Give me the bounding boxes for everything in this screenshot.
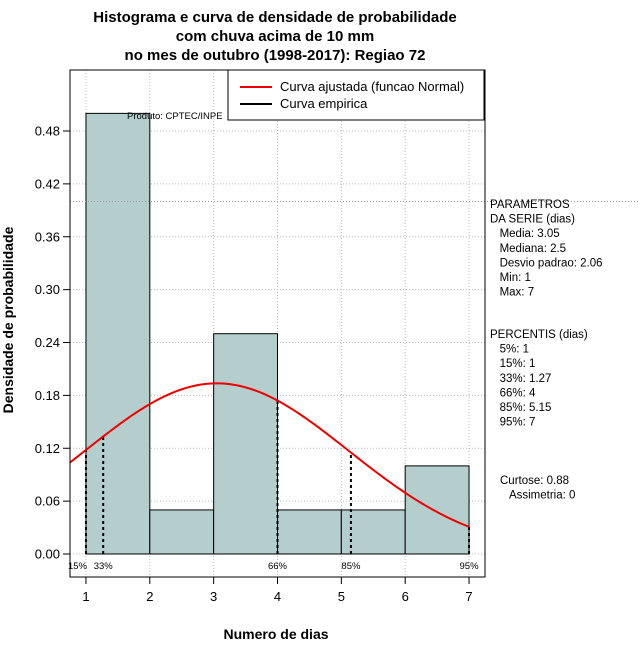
histogram-bar	[404, 465, 470, 555]
percentile-lines: 15% 33% 66% 85% 95%	[68, 400, 480, 572]
y-tick-label: 0.48	[35, 124, 60, 139]
percentile-label: 15%	[68, 561, 88, 572]
percentil-line: 66%: 4	[490, 387, 536, 399]
parametros-line: Max: 7	[490, 287, 534, 299]
shape-stat-line: Curtose: 0.88	[500, 475, 569, 487]
parametros-line: Mediana: 2.5	[490, 243, 566, 255]
y-tick-label: 0.24	[35, 335, 60, 350]
legend-label-empirical: Curva empirica	[280, 96, 368, 111]
percentil-line: 15%: 1	[490, 358, 535, 370]
x-tick-label: 4	[274, 589, 281, 604]
y-tick-label: 0.36	[35, 229, 60, 244]
histogram-bar	[213, 333, 278, 555]
legend-box	[227, 69, 485, 121]
y-tick-label: 0.30	[35, 282, 60, 297]
histogram-bar	[340, 509, 406, 555]
histogram-bar	[277, 509, 342, 555]
x-tick-label: 5	[338, 589, 345, 604]
histogram-bar	[149, 509, 215, 555]
product-note: Produto: CPTEC/INPE	[127, 111, 223, 122]
y-tick-label: 0.00	[35, 547, 60, 562]
side-panel-parametros: PARAMETROS DA SERIE (dias) Media: 3.05 Me…	[490, 199, 603, 299]
parametros-line: DA SERIE (dias)	[490, 214, 575, 226]
parametros-line: Media: 3.05	[490, 228, 560, 240]
histogram-bar	[85, 112, 151, 555]
normal-curve	[69, 382, 470, 528]
x-tick-label: 7	[465, 589, 472, 604]
normal-fit-curve	[69, 382, 470, 528]
y-tick-label: 0.12	[35, 441, 60, 456]
title-line-2: com chuva acima de 10 mm	[176, 28, 374, 45]
x-tick-label: 6	[402, 589, 409, 604]
legend: Curva ajustada (funcao Normal) Curva emp…	[227, 69, 485, 121]
x-axis: 1 2 3 4 5 6 7	[82, 577, 473, 604]
parametros-line: Min: 1	[490, 272, 531, 284]
percentile-label: 85%	[341, 561, 361, 572]
percentil-line: 33%: 1.27	[490, 373, 551, 385]
y-tick-label: 0.42	[35, 176, 60, 191]
title-line-3: no mes de outubro (1998-2017): Regiao 72	[125, 47, 426, 64]
percentil-line: 95%: 7	[490, 417, 535, 429]
x-tick-label: 2	[146, 589, 153, 604]
x-tick-label: 3	[210, 589, 217, 604]
legend-label-normal: Curva ajustada (funcao Normal)	[280, 79, 464, 94]
parametros-line: PARAMETROS	[490, 199, 570, 211]
y-axis-title: Densidade de probabilidade	[0, 226, 16, 413]
y-tick-label: 0.06	[35, 494, 60, 509]
percentile-label: 95%	[460, 561, 480, 572]
y-axis: 0.00 0.06 0.12 0.18 0.24 0.30 0.36 0.42 0.48	[35, 124, 70, 562]
shape-stat-line: Assimetria: 0	[500, 490, 575, 502]
parametros-line: Desvio padrao: 2.06	[490, 257, 603, 269]
percentil-line: 5%: 1	[490, 344, 529, 356]
percentile-label: 66%	[268, 561, 288, 572]
x-axis-title: Numero de dias	[223, 626, 328, 642]
chart-title: Histograma e curva de densidade de proba…	[93, 9, 456, 64]
side-panel-shape: Curtose: 0.88 Assimetria: 0	[500, 475, 575, 502]
x-tick-label: 1	[82, 589, 89, 604]
y-tick-label: 0.18	[35, 388, 60, 403]
title-line-1: Histograma e curva de densidade de proba…	[93, 9, 456, 26]
percentil-line: PERCENTIS (dias)	[490, 329, 588, 341]
side-panel-percentis: PERCENTIS (dias) 5%: 1 15%: 1 33%: 1.27 …	[490, 329, 588, 429]
percentil-line: 85%: 5.15	[490, 402, 551, 414]
histogram-bars	[85, 112, 470, 555]
percentile-label: 33%	[94, 561, 114, 572]
